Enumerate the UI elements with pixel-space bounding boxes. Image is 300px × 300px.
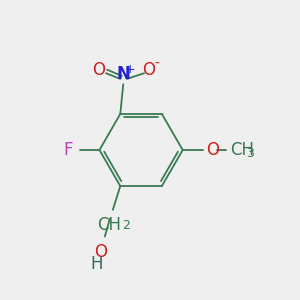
Text: 3: 3 (246, 147, 254, 160)
Text: O: O (206, 141, 220, 159)
Text: -: - (154, 57, 159, 71)
Text: O: O (142, 61, 155, 79)
Text: N: N (117, 65, 131, 83)
Text: F: F (63, 141, 73, 159)
Text: O: O (92, 61, 105, 79)
Text: CH: CH (97, 216, 121, 234)
Text: 2: 2 (122, 219, 130, 232)
Text: +: + (125, 63, 136, 76)
Text: O: O (94, 242, 107, 260)
Text: CH: CH (230, 141, 254, 159)
Text: H: H (91, 255, 103, 273)
